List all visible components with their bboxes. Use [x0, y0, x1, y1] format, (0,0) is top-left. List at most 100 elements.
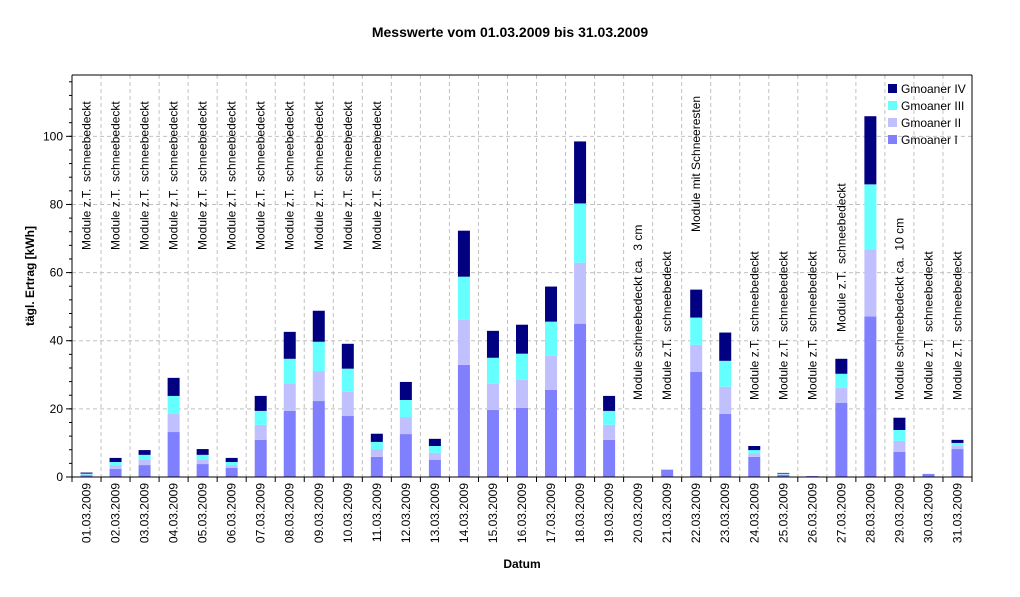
bar-segment-gmoaner-iii	[516, 353, 528, 380]
bar-segment-gmoaner-i	[341, 416, 354, 477]
x-tick-label: 04.03.2009	[167, 483, 181, 543]
bar-segment-gmoaner-i	[574, 323, 587, 477]
bar-segment-gmoaner-i	[806, 475, 819, 477]
bar-segment-gmoaner-iii	[254, 410, 267, 425]
bar-segment-gmoaner-i	[283, 410, 296, 477]
x-tick-label: 25.03.2009	[776, 483, 790, 543]
bar-segment-gmoaner-iii	[951, 442, 964, 446]
bar-segment-gmoaner-i	[690, 371, 703, 477]
annotation-label: Module z.T. schneebedeckt	[805, 251, 819, 400]
bar-segment-gmoaner-i	[428, 459, 441, 477]
bar-segment-gmoaner-iv	[399, 381, 412, 401]
x-tick-label: 13.03.2009	[428, 483, 442, 543]
bar-segment-gmoaner-ii	[951, 445, 964, 450]
bar-segment-gmoaner-iii	[428, 445, 441, 453]
bar-segment-gmoaner-iv	[225, 457, 238, 463]
bar-segment-gmoaner-iii	[893, 429, 906, 441]
bar-segment-gmoaner-iv	[748, 445, 761, 451]
bar-segment-gmoaner-i	[109, 468, 122, 477]
bar-segment-gmoaner-iv	[690, 289, 703, 318]
x-tick-label: 09.03.2009	[312, 483, 326, 543]
bar-segment-gmoaner-i	[922, 473, 935, 477]
bar-segment-gmoaner-ii	[109, 465, 122, 469]
bar-segment-gmoaner-iii	[167, 395, 180, 414]
annotation-label: Module z.T. schneebedeckt	[138, 101, 152, 250]
legend-label: Gmoaner IV	[901, 82, 966, 96]
bar-segment-gmoaner-iv	[370, 433, 383, 442]
x-tick-label: 06.03.2009	[225, 483, 239, 543]
bar-segment-gmoaner-iii	[399, 400, 412, 418]
bar-segment-gmoaner-ii	[138, 459, 151, 466]
bar-segment-gmoaner-i	[370, 456, 383, 477]
annotation-label: Module z.T. schneebedeckt	[747, 251, 761, 400]
bar-segment-gmoaner-iv	[167, 377, 180, 396]
bar-segment-gmoaner-ii	[864, 249, 877, 317]
bar-segment-gmoaner-i	[196, 464, 209, 477]
x-tick-label: 17.03.2009	[544, 483, 558, 543]
bar-segment-gmoaner-ii	[196, 459, 209, 465]
bar-segment-gmoaner-ii	[574, 262, 587, 324]
x-axis-label: Datum	[503, 557, 540, 571]
bar-segment-gmoaner-i	[312, 401, 325, 477]
x-tick-label: 15.03.2009	[486, 483, 500, 543]
bar-segment-gmoaner-iii	[283, 358, 296, 384]
bar-segment-gmoaner-i	[748, 456, 761, 477]
bar-segment-gmoaner-iv	[457, 230, 470, 277]
bar-segment-gmoaner-i	[951, 449, 964, 477]
bar-segment-gmoaner-iii	[719, 360, 732, 387]
bar-segment-gmoaner-iii	[486, 357, 499, 384]
x-tick-label: 07.03.2009	[254, 483, 268, 543]
bar-segment-gmoaner-iv	[312, 310, 325, 342]
bar-segment-gmoaner-ii	[748, 453, 761, 457]
bar-segment-gmoaner-iii	[748, 450, 761, 454]
bar-segment-gmoaner-iv	[283, 331, 296, 359]
annotation-label: Module z.T. schneebedeckt	[254, 101, 268, 250]
bar-segment-gmoaner-i	[399, 434, 412, 477]
annotation-label: Module z.T. schneebedeckt	[660, 251, 674, 400]
legend-swatch	[888, 135, 897, 144]
bar-segment-gmoaner-iv	[574, 141, 587, 204]
bar-segment-gmoaner-ii	[777, 474, 790, 475]
x-tick-label: 30.03.2009	[921, 483, 935, 543]
annotation-label: Module schneebedeckt ca. 10 cm	[892, 218, 906, 400]
bar-segment-gmoaner-ii	[399, 417, 412, 435]
bar-segment-gmoaner-ii	[603, 424, 616, 440]
bar-segment-gmoaner-iv	[951, 439, 964, 443]
x-tick-label: 31.03.2009	[950, 483, 964, 543]
y-tick-label: 40	[50, 334, 64, 348]
bar-segment-gmoaner-i	[864, 316, 877, 477]
bar-segment-gmoaner-iii	[109, 462, 122, 466]
y-tick-label: 20	[50, 402, 64, 416]
bar-segment-gmoaner-iv	[109, 457, 122, 463]
x-tick-label: 26.03.2009	[805, 483, 819, 543]
bar-segment-gmoaner-ii	[661, 469, 674, 471]
bar-segment-gmoaner-i	[225, 467, 238, 477]
annotation-label: Module mit Schneeresten	[689, 96, 703, 232]
annotation-label: Module z.T. schneebedeckt	[370, 101, 384, 250]
bar-segment-gmoaner-ii	[80, 474, 93, 476]
bar-segment-gmoaner-ii	[719, 386, 732, 414]
bar-segment-gmoaner-i	[603, 439, 616, 477]
annotation-label: Module z.T. schneebedeckt	[196, 101, 210, 250]
legend-swatch	[888, 101, 897, 110]
legend: Gmoaner IV Gmoaner III Gmoaner II Gmoaner I	[888, 82, 966, 147]
y-tick-label: 60	[50, 266, 64, 280]
x-tick-label: 23.03.2009	[718, 483, 732, 543]
annotation-label: Module schneebedeckt ca. 3 cm	[631, 225, 645, 400]
annotation-label: Module z.T. schneebedeckt	[341, 101, 355, 250]
bar-segment-gmoaner-iv	[719, 332, 732, 361]
x-tick-label: 10.03.2009	[341, 483, 355, 543]
annotation-label: Module z.T. schneebedeckt	[225, 101, 239, 250]
axes: 0 20 40 60 80 100 01.03.2009 02.03.2009 03.03.20…	[43, 74, 973, 543]
bar-segment-gmoaner-ii	[254, 424, 267, 440]
annotation-label: Module z.T. schneebedeckt	[80, 101, 94, 250]
bar-segment-gmoaner-iii	[777, 473, 790, 475]
x-tick-label: 19.03.2009	[602, 483, 616, 543]
y-tick-label: 80	[50, 197, 64, 211]
bar-segment-gmoaner-i	[486, 409, 499, 477]
annotation-label: Module z.T. schneebedeckt	[312, 101, 326, 250]
bar-segment-gmoaner-iii	[225, 462, 238, 466]
bar-segment-gmoaner-iv	[777, 472, 790, 474]
bar-segment-gmoaner-iii	[690, 317, 703, 345]
